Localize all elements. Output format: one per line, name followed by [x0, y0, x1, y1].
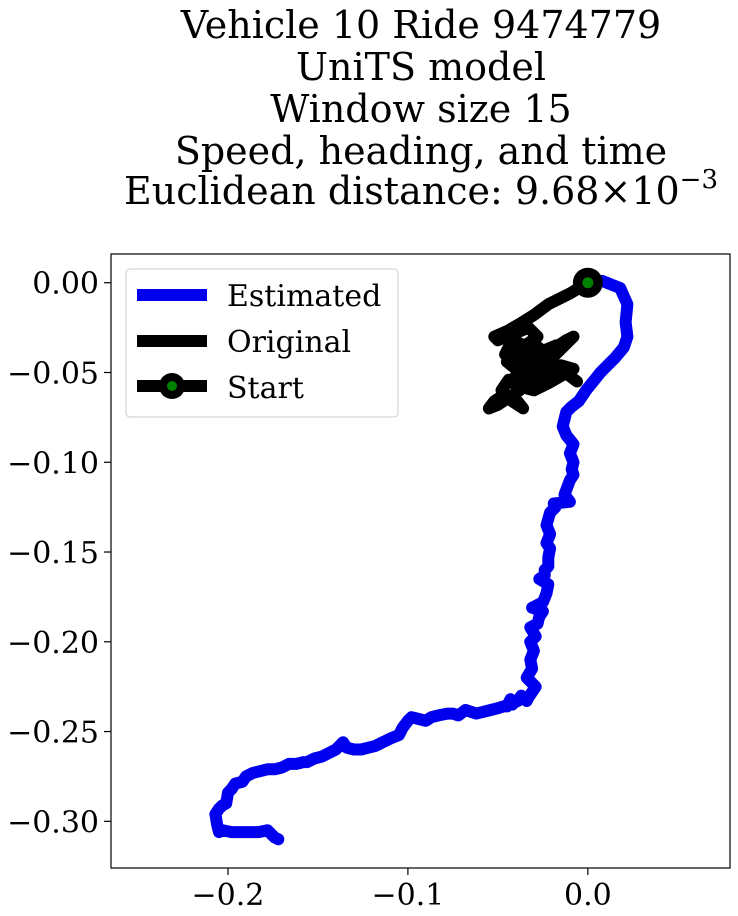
series-line-estimated [209, 274, 634, 846]
legend-start-marker-center [167, 381, 177, 391]
legend-original-label: Original [227, 325, 351, 360]
y-tick-label: −0.25 [7, 716, 99, 751]
series-layer [209, 274, 634, 846]
x-tick-label: 0.0 [564, 878, 612, 913]
title-line-5-prefix: Euclidean distance: [124, 169, 515, 213]
distance-base: 10 [631, 169, 679, 213]
y-tick-label: −0.15 [7, 536, 99, 571]
y-tick-label: −0.05 [7, 356, 99, 391]
plot-frame [110, 253, 731, 869]
title-line-1: Vehicle 10 Ride 9474779 [180, 3, 661, 47]
y-tick-label: −0.10 [7, 446, 99, 481]
x-axis: −0.2 −0.1 0.0 [192, 868, 612, 913]
title-line-4: Speed, heading, and time [175, 129, 667, 173]
start-layer [572, 267, 603, 298]
distance-exponent: −3 [680, 165, 718, 195]
y-tick-label: −0.20 [7, 626, 99, 661]
legend-start-label: Start [227, 371, 304, 406]
title-line-3: Window size 15 [270, 87, 571, 131]
legend: Estimated Original Start [125, 268, 399, 418]
title-line-2: UniTS model [296, 45, 546, 89]
legend-estimated-label: Estimated [227, 279, 381, 314]
start-marker-center [582, 277, 594, 289]
x-tick-label: −0.2 [192, 878, 265, 913]
chart-title: Vehicle 10 Ride 9474779 UniTS model Wind… [124, 3, 718, 213]
series-line-original [482, 276, 594, 415]
title-line-5: Euclidean distance: 9.68×10−3 [124, 165, 718, 213]
y-tick-label: −0.30 [7, 805, 99, 840]
x-tick-label: −0.1 [371, 878, 444, 913]
y-tick-label: 0.00 [32, 267, 99, 302]
y-axis: 0.00 −0.05 −0.10 −0.15 −0.20 −0.25 −0.30 [7, 267, 111, 840]
distance-times: × [599, 169, 631, 213]
distance-mantissa: 9.68 [515, 169, 600, 213]
